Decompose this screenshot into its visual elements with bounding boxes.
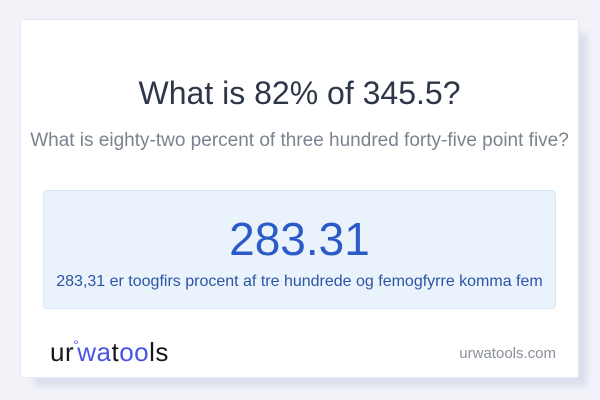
footer: ur°watools urwatools.com <box>50 330 556 367</box>
result-box: 283.31 283,31 er toogfirs procent af tre… <box>43 190 556 309</box>
logo-glasses-oo: oo <box>119 337 150 367</box>
question-subtitle: What is eighty-two percent of three hund… <box>30 130 569 151</box>
logo-ring-icon: ° <box>73 337 80 353</box>
logo-text-ls: ls <box>149 337 169 367</box>
logo-text-t: t <box>111 337 120 367</box>
result-card: What is 82% of 345.5? What is eighty-two… <box>20 19 579 378</box>
result-value: 283.31 <box>229 213 370 265</box>
question-title: What is 82% of 345.5? <box>138 75 461 111</box>
result-description: 283,31 er toogfirs procent af tre hundre… <box>56 273 543 290</box>
urwatools-logo: ur°watools <box>50 330 169 367</box>
logo-text-ur: ur <box>50 337 75 367</box>
logo-text-wa: wa <box>77 337 112 367</box>
website-url: urwatools.com <box>459 345 556 362</box>
